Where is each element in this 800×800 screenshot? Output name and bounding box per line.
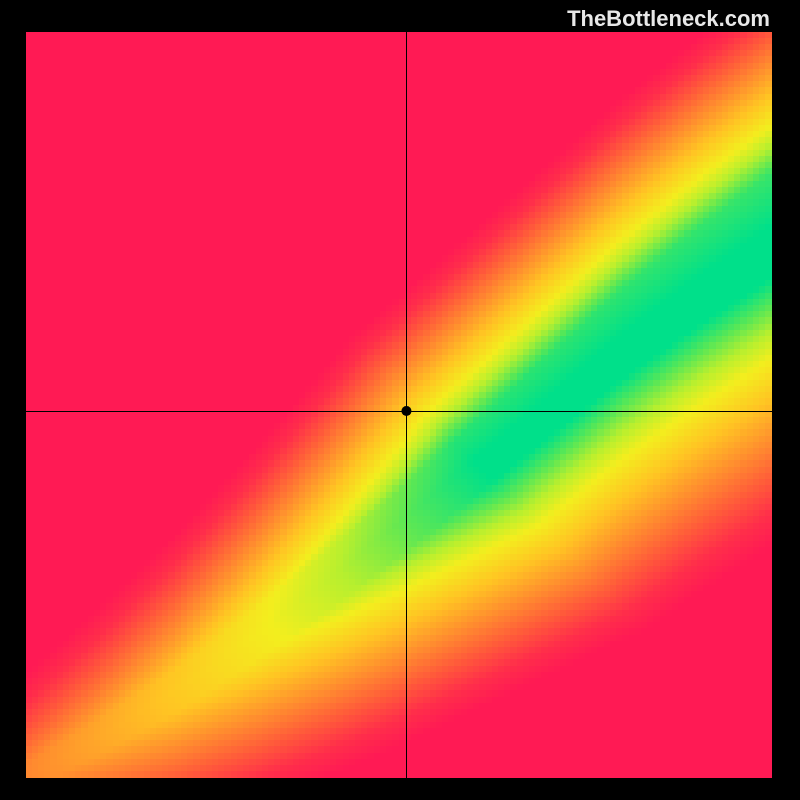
- watermark: TheBottleneck.com: [567, 6, 770, 32]
- bottleneck-heatmap: [26, 32, 772, 778]
